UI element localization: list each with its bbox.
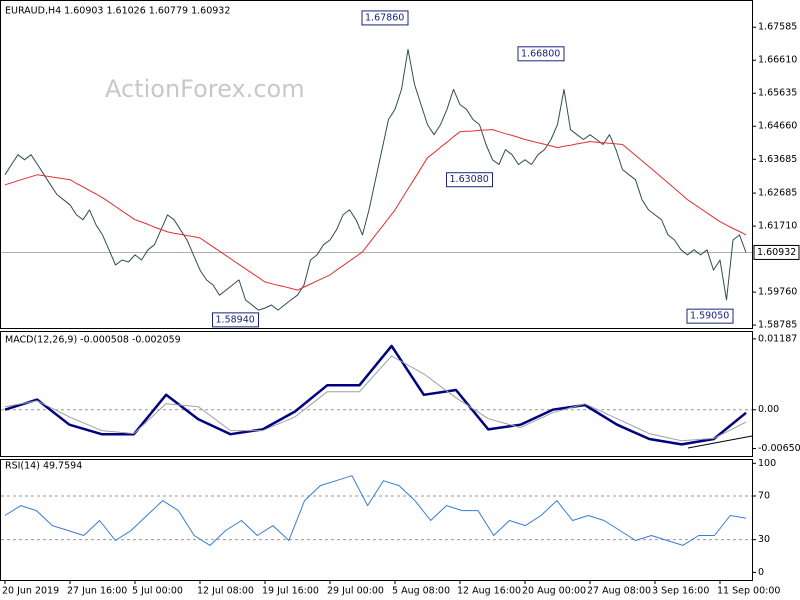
rsi-panel — [0, 459, 753, 581]
x-tick-label: 19 Jul 16:00 — [262, 586, 319, 597]
x-tick-label: 3 Sep 16:00 — [652, 586, 709, 597]
series-line — [4, 355, 747, 442]
y-tick-label: 1.59760 — [758, 287, 797, 298]
series-line — [4, 475, 747, 546]
x-tick-label: 20 Aug 00:00 — [522, 586, 586, 597]
x-tick-label: 29 Jul 00:00 — [327, 586, 384, 597]
annotation-box — [361, 10, 409, 26]
current-price-box — [753, 244, 800, 260]
y-tick-label: 1.64660 — [758, 121, 797, 132]
macd-panel — [0, 331, 753, 457]
y-tick-label: 0 — [758, 567, 764, 578]
y-tick-label: 1.62685 — [758, 188, 797, 199]
price-panel — [0, 0, 753, 329]
y-tick-label: -0.006502 — [758, 443, 800, 454]
current-price-label: 1.60932 — [757, 247, 796, 258]
y-tick-label: 1.67585 — [758, 22, 797, 33]
annotation-label: 1.58940 — [216, 314, 255, 325]
y-tick-label: 1.61710 — [758, 221, 797, 232]
y-tick-label: 100 — [758, 458, 776, 469]
x-tick-label: 5 Jul 00:00 — [132, 586, 183, 597]
y-tick-label: 0.00 — [758, 404, 779, 415]
series-line — [4, 129, 747, 291]
rsi-title: RSI(14) 49.7594 — [5, 461, 82, 472]
trendline — [687, 435, 753, 449]
x-tick-label: 5 Aug 08:00 — [392, 586, 450, 597]
annotation-label: 1.59050 — [690, 311, 729, 322]
x-tick-label: 20 Jun 2019 — [2, 586, 59, 597]
y-tick-label: 1.63685 — [758, 154, 797, 165]
y-tick-label: 1.65635 — [758, 88, 797, 99]
y-tick-label: 0.01187 — [758, 333, 797, 344]
annotation-box — [686, 308, 734, 324]
annotation-label: 1.67860 — [365, 12, 404, 23]
annotation-box — [517, 46, 565, 62]
x-tick-label: 27 Aug 08:00 — [587, 586, 651, 597]
annotation-box — [446, 172, 493, 188]
x-tick-label: 12 Jul 08:00 — [197, 586, 254, 597]
y-tick-label: 1.58785 — [758, 320, 797, 331]
series-line — [4, 344, 747, 446]
annotation-box — [212, 312, 259, 328]
y-tick-label: 1.66610 — [758, 55, 797, 66]
x-tick-label: 12 Aug 16:00 — [457, 586, 521, 597]
chart-title: EURAUD,H4 1.60903 1.61026 1.60779 1.6093… — [5, 6, 230, 17]
watermark: ActionForex.com — [105, 75, 305, 103]
annotation-label: 1.63080 — [450, 174, 489, 185]
x-tick-label: 11 Sep 00:00 — [717, 586, 780, 597]
y-tick-label: 30 — [758, 534, 770, 545]
x-tick-label: 27 Jun 16:00 — [67, 586, 127, 597]
annotation-label: 1.66800 — [521, 48, 560, 59]
y-tick-label: 70 — [758, 491, 770, 502]
series-line — [4, 48, 747, 311]
macd-title: MACD(12,26,9) -0.000508 -0.002059 — [5, 335, 181, 346]
